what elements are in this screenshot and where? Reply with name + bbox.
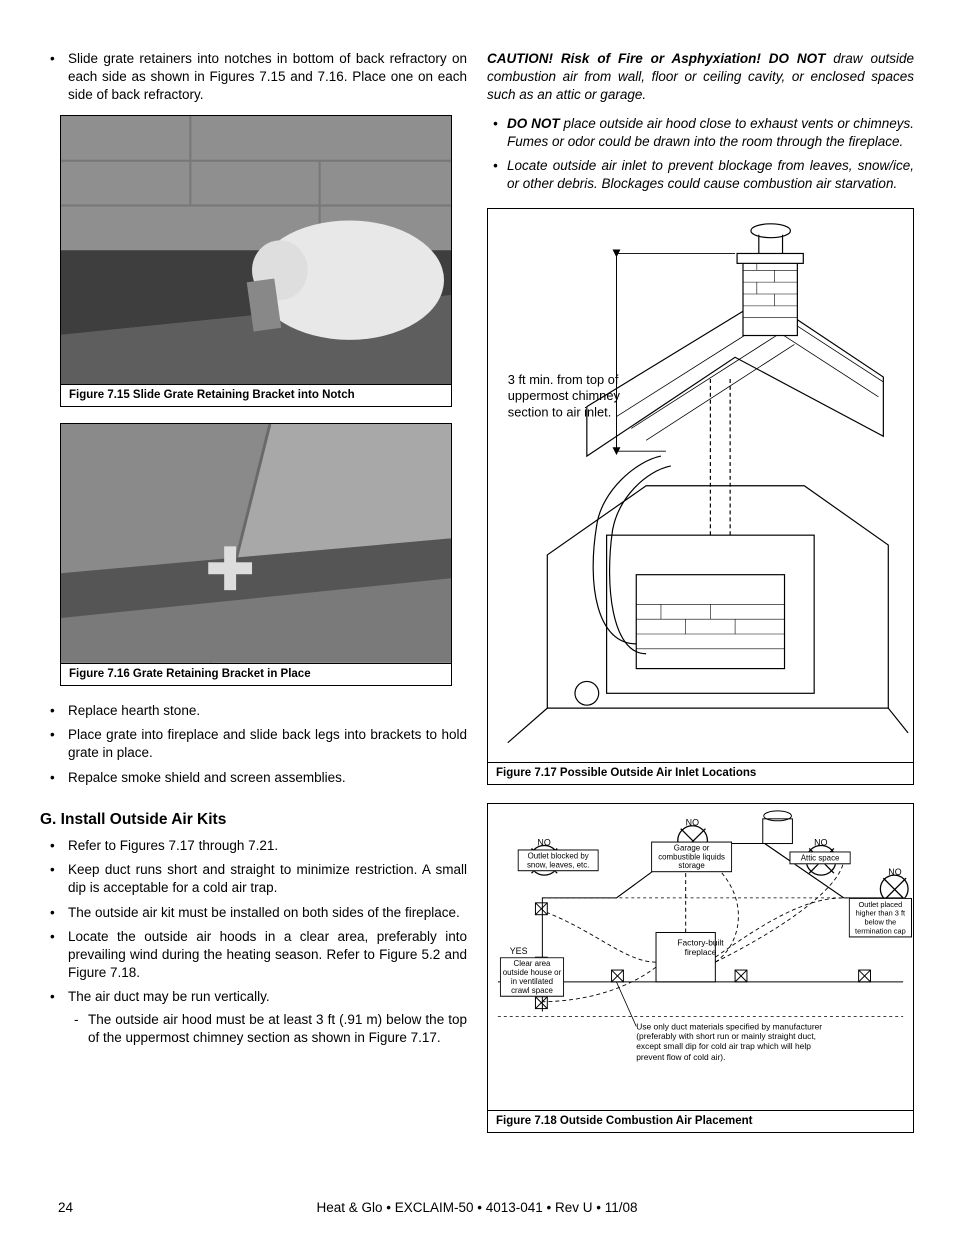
no-label: NO bbox=[814, 838, 827, 848]
yes-label: YES bbox=[510, 946, 528, 956]
list-item: Locate outside air inlet to prevent bloc… bbox=[507, 157, 914, 193]
caution-bullets: DO NOT place outside air hood close to e… bbox=[487, 115, 914, 194]
section-g-sublist: The outside air hood must be at least 3 … bbox=[68, 1011, 467, 1047]
sublist-item: The outside air hood must be at least 3 … bbox=[88, 1011, 467, 1047]
factory-label: Factory-built fireplace bbox=[661, 937, 740, 957]
duct-note: Use only duct materials specified by man… bbox=[636, 1021, 834, 1061]
no-label: NO bbox=[537, 838, 550, 848]
list-item: Refer to Figures 7.17 through 7.21. bbox=[68, 837, 467, 855]
list-item: Repalce smoke shield and screen assembli… bbox=[68, 769, 467, 787]
figure-7-18: NO NO NO NO YES Outlet blocked by snow, … bbox=[487, 803, 914, 1133]
figure-7-16-caption: Figure 7.16 Grate Retaining Bracket in P… bbox=[61, 663, 451, 685]
figure-7-16: Figure 7.16 Grate Retaining Bracket in P… bbox=[60, 423, 452, 686]
figure-7-17: 3 ft min. from top of uppermost chimney … bbox=[487, 208, 914, 785]
list-item: Place grate into fireplace and slide bac… bbox=[68, 726, 467, 762]
footer-line: Heat & Glo • EXCLAIM-50 • 4013-041 • Rev… bbox=[0, 1200, 954, 1215]
fig717-note: 3 ft min. from top of uppermost chimney … bbox=[508, 372, 656, 420]
figure-7-16-image bbox=[61, 424, 451, 663]
list-item: The air duct may be run vertically. The … bbox=[68, 988, 467, 1047]
figure-7-15: Figure 7.15 Slide Grate Retaining Bracke… bbox=[60, 115, 452, 408]
box-garage: Garage or combustible liquids storage bbox=[651, 842, 732, 873]
left-column: Slide grate retainers into notches in bo… bbox=[40, 50, 467, 1151]
list-item: The outside air kit must be installed on… bbox=[68, 904, 467, 922]
post-figure-list: Replace hearth stone. Place grate into f… bbox=[40, 702, 467, 787]
section-g-heading: G. Install Outside Air Kits bbox=[40, 811, 467, 829]
figure-7-15-image bbox=[61, 116, 451, 385]
right-column: CAUTION! Risk of Fire or Asphyxiation! D… bbox=[487, 50, 914, 1151]
caution-paragraph: CAUTION! Risk of Fire or Asphyxiation! D… bbox=[487, 50, 914, 105]
intro-bullet: Slide grate retainers into notches in bo… bbox=[68, 50, 467, 105]
intro-list: Slide grate retainers into notches in bo… bbox=[40, 50, 467, 105]
caution-lead: CAUTION! Risk of Fire or Asphyxiation! D… bbox=[487, 51, 825, 66]
section-g-list: Refer to Figures 7.17 through 7.21. Keep… bbox=[40, 837, 467, 1047]
figure-7-18-caption: Figure 7.18 Outside Combustion Air Place… bbox=[488, 1110, 913, 1132]
figure-7-17-caption: Figure 7.17 Possible Outside Air Inlet L… bbox=[488, 762, 913, 784]
list-item: Locate the outside air hoods in a clear … bbox=[68, 928, 467, 983]
box-attic: Attic space bbox=[789, 851, 850, 864]
no-label: NO bbox=[888, 867, 901, 877]
box-clear: Clear area outside house or in ventilate… bbox=[500, 957, 564, 997]
list-item: DO NOT place outside air hood close to e… bbox=[507, 115, 914, 151]
figure-7-15-caption: Figure 7.15 Slide Grate Retaining Bracke… bbox=[61, 384, 451, 406]
box-high: Outlet placed higher than 3 ft below the… bbox=[849, 898, 912, 938]
list-item: Keep duct runs short and straight to min… bbox=[68, 861, 467, 897]
figure-7-17-diagram: 3 ft min. from top of uppermost chimney … bbox=[488, 209, 913, 762]
no-label: NO bbox=[686, 818, 699, 828]
list-item: Replace hearth stone. bbox=[68, 702, 467, 720]
box-blocked: Outlet blocked by snow, leaves, etc. bbox=[518, 849, 599, 871]
figure-7-18-diagram: NO NO NO NO YES Outlet blocked by snow, … bbox=[488, 804, 913, 1110]
